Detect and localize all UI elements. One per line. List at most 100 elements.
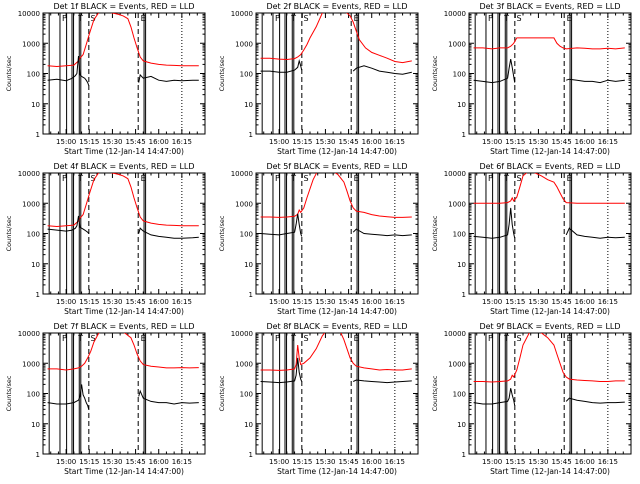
x-tick-label: 16:15 [172, 138, 192, 146]
flag-marker-label: E [567, 14, 572, 23]
x-tick-label: 15:00 [269, 458, 289, 466]
x-tick-label: 15:15 [292, 458, 312, 466]
y-tick-label: 1000 [235, 360, 253, 368]
y-tick-label: 10 [31, 421, 40, 429]
y-axis-label: Counts/sec [431, 375, 439, 411]
y-tick-label: 10 [244, 261, 253, 269]
x-tick-label: 15:15 [79, 298, 99, 306]
lld-series-line [260, 13, 412, 64]
flag-marker-label: T [77, 334, 83, 343]
x-tick-label: 15:00 [482, 138, 502, 146]
y-tick-label: 10 [31, 101, 40, 109]
panel-title: Det 8f BLACK = Events, RED = LLD [266, 322, 407, 331]
x-tick-label: 15:15 [292, 138, 312, 146]
panel-title: Det 5f BLACK = Events, RED = LLD [266, 162, 407, 171]
y-axis-label: Counts/sec [218, 375, 226, 411]
x-tick-label: 16:00 [575, 298, 595, 306]
plot-frame [468, 332, 632, 455]
flag-marker-label: F [488, 14, 493, 23]
y-tick-label: 1000 [22, 360, 40, 368]
x-tick-label: 16:00 [575, 458, 595, 466]
y-tick-label: 1 [36, 131, 40, 139]
y-tick-label: 100 [240, 231, 253, 239]
x-axis-label: Start Time (12-Jan-14 14:47:00) [490, 467, 610, 476]
x-tick-label: 15:45 [338, 298, 358, 306]
flag-marker-label: S [304, 14, 309, 23]
flag-marker-label: E [141, 334, 146, 343]
x-tick-label: 15:00 [482, 458, 502, 466]
y-tick-label: 10000 [231, 10, 253, 18]
x-tick-label: 15:30 [102, 298, 122, 306]
x-tick-label: 15:00 [269, 138, 289, 146]
panel-title: Det 6f BLACK = Events, RED = LLD [479, 162, 620, 171]
x-tick-label: 15:45 [338, 458, 358, 466]
y-tick-label: 10000 [444, 170, 466, 178]
y-tick-label: 10000 [18, 330, 40, 338]
y-tick-label: 10 [457, 101, 466, 109]
x-axis-label: Start Time (12-Jan-14 14:47:00) [64, 467, 184, 476]
flag-marker-label: F [488, 334, 493, 343]
plot-frame [42, 332, 206, 455]
events-series-line [260, 213, 412, 237]
lld-series-line [473, 173, 625, 204]
x-tick-label: 15:00 [269, 298, 289, 306]
panel-title: Det 7f BLACK = Events, RED = LLD [53, 322, 194, 331]
x-tick-label: 15:45 [551, 458, 571, 466]
x-tick-label: 16:00 [149, 458, 169, 466]
y-tick-label: 10 [457, 421, 466, 429]
lld-series-line [260, 333, 412, 371]
lld-series-line [47, 13, 199, 68]
flag-marker-label: F [62, 174, 67, 183]
x-tick-label: 15:15 [79, 458, 99, 466]
x-tick-label: 16:00 [362, 138, 382, 146]
x-tick-label: 15:30 [102, 458, 122, 466]
events-series-line [47, 384, 199, 410]
x-tick-label: 15:15 [79, 138, 99, 146]
y-tick-label: 10 [244, 101, 253, 109]
plot-frame [42, 12, 206, 135]
y-tick-label: 1 [462, 291, 466, 299]
x-tick-label: 15:45 [551, 138, 571, 146]
detector-panel: Det 5f BLACK = Events, RED = LLD 1 10 100 10… [218, 162, 419, 316]
x-tick-label: 16:15 [598, 138, 618, 146]
y-tick-label: 1 [462, 131, 466, 139]
lld-series-line [473, 333, 625, 383]
detector-panel: Det 6f BLACK = Events, RED = LLD 1 10 100 10… [431, 162, 632, 316]
x-tick-label: 15:30 [528, 298, 548, 306]
x-tick-label: 15:00 [482, 298, 502, 306]
y-tick-label: 100 [240, 71, 253, 79]
x-tick-label: 15:45 [338, 138, 358, 146]
flag-marker-label: F [275, 334, 280, 343]
panel-title: Det 1f BLACK = Events, RED = LLD [53, 2, 194, 11]
events-series-line [473, 207, 625, 239]
y-tick-label: 10000 [231, 330, 253, 338]
x-tick-label: 15:45 [125, 138, 145, 146]
y-tick-label: 1000 [448, 40, 466, 48]
flag-marker-label: F [275, 174, 280, 183]
events-series-line [260, 58, 412, 75]
flag-marker-label: S [91, 174, 96, 183]
x-axis-label: Start Time (12-Jan-14 14:47:00) [490, 307, 610, 316]
flag-marker-label: E [141, 14, 146, 23]
y-tick-label: 1 [36, 291, 40, 299]
flag-marker-label: F [275, 14, 280, 23]
lld-series-line [260, 173, 412, 218]
x-tick-label: 15:30 [315, 298, 335, 306]
y-tick-label: 1000 [235, 200, 253, 208]
x-tick-label: 15:15 [505, 458, 525, 466]
x-tick-label: 15:45 [551, 298, 571, 306]
x-tick-label: 16:15 [385, 458, 405, 466]
plot-frame [468, 12, 632, 135]
flag-marker-label: S [517, 334, 522, 343]
y-tick-label: 1000 [448, 360, 466, 368]
flag-marker-label: S [304, 334, 309, 343]
flag-marker-label: T [503, 14, 509, 23]
x-tick-label: 16:15 [172, 298, 192, 306]
x-tick-label: 15:30 [315, 138, 335, 146]
flag-marker-label: S [91, 14, 96, 23]
panel-title: Det 9f BLACK = Events, RED = LLD [479, 322, 620, 331]
panel-title: Det 3f BLACK = Events, RED = LLD [479, 2, 620, 11]
y-tick-label: 100 [453, 231, 466, 239]
